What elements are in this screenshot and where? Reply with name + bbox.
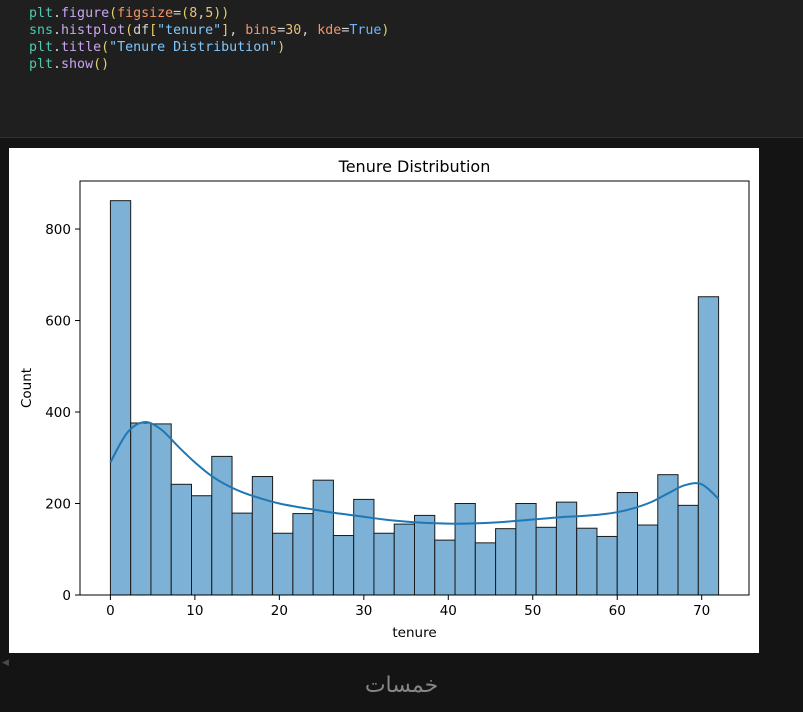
code-token: bins [245,23,278,38]
x-tick-label: 40 [440,603,457,619]
code-token: df [133,23,150,38]
chart-title: Tenure Distribution [338,157,491,176]
plot-output: 0 10 20 30 40 50 60 70 0 200 400 600 800 Tenure Dis… [9,148,759,653]
code-line: plt.show() [29,57,109,72]
x-tick-label: 60 [609,603,626,619]
code-token: True [349,23,382,38]
code-token: title [61,40,102,55]
code-token: figsize [117,6,174,21]
code-token: ) [381,23,390,38]
code-token: , [301,23,318,38]
histogram-bar [251,476,274,596]
kde-curve [109,421,720,525]
histogram-bar [637,524,659,596]
histogram-bar [474,542,497,596]
code-token: histplot [61,23,126,38]
histogram-bar [150,423,172,596]
code-token: plt [29,40,54,55]
histogram-bar [373,532,395,596]
code-token: ( [125,23,134,38]
watermark-logo: خمسات [364,673,439,698]
histogram-bar [312,479,334,596]
code-token: = [341,23,350,38]
code-token: kde [317,23,342,38]
histogram-bar [231,512,253,596]
code-token: 8 [189,6,198,21]
code-line: plt.title("Tenure Distribution") [29,40,285,55]
x-tick-label: 0 [106,603,115,619]
code-token: ) [277,40,286,55]
code-editor[interactable]: plt.figure(figsize=(8,5)) sns.histplot(d… [29,5,389,73]
code-token: = [173,6,182,21]
y-tick-label: 0 [62,588,71,604]
histogram-bar [191,495,213,596]
histogram-bar [414,514,436,596]
code-token: plt [29,6,54,21]
x-tick-label: 20 [271,603,288,619]
histogram-bar [332,535,355,596]
code-token: = [277,23,286,38]
x-axis-ticks: 0 10 20 30 40 50 60 70 [106,595,710,619]
histogram-bar [596,535,618,596]
x-tick-label: 30 [355,603,372,619]
code-token: sns [29,23,54,38]
x-tick-label: 10 [186,603,203,619]
code-token: figure [61,6,110,21]
histogram-bar [454,503,476,596]
y-tick-label: 200 [45,497,71,513]
code-token: "Tenure Distribution" [109,40,278,55]
code-token: 5 [205,6,214,21]
histogram-bar [292,513,314,596]
code-token: show [61,57,94,72]
histogram-bar [697,296,720,596]
code-cell[interactable]: plt.figure(figsize=(8,5)) sns.histplot(d… [0,0,803,138]
histogram-bar [353,498,375,596]
code-token: "tenure" [157,23,222,38]
histogram-bar [677,504,699,596]
code-token: . [53,40,62,55]
histogram-bar [535,526,557,596]
code-token: ( [101,40,110,55]
bars-layer [109,200,720,596]
code-token: ] [221,23,230,38]
histogram-bar [515,503,537,596]
code-line: plt.figure(figsize=(8,5)) [29,6,229,21]
code-line: sns.histplot(df["tenure"], bins=30, kde=… [29,23,389,38]
y-tick-label: 400 [45,405,71,421]
histogram-bar [393,523,415,596]
code-token: , [229,23,246,38]
histogram-bar [109,200,132,596]
code-token: )) [213,6,230,21]
histogram-chart: 0 10 20 30 40 50 60 70 0 200 400 600 800 Tenure Dis… [19,157,750,641]
code-token: () [93,57,110,72]
y-axis-label: Count [19,368,35,408]
histogram-bar [434,539,456,596]
code-token: , [197,6,206,21]
histogram-bar [272,532,294,596]
code-token: [ [149,23,158,38]
code-token: ( [109,6,118,21]
code-token: . [53,57,62,72]
code-token: ( [181,6,190,21]
y-tick-label: 600 [45,314,71,330]
histogram-bar [170,483,193,596]
collapse-output-icon[interactable]: ◀ [2,658,9,668]
code-token: . [53,6,62,21]
x-axis-label: tenure [392,625,436,641]
code-token: 30 [285,23,302,38]
code-token: plt [29,57,54,72]
y-axis-ticks: 0 200 400 600 800 [45,222,80,604]
x-tick-label: 50 [524,603,541,619]
y-tick-label: 800 [45,222,71,238]
histogram-bar [130,422,152,596]
histogram-bar [576,527,598,596]
code-token: . [53,23,62,38]
histogram-bar [495,528,517,596]
axes-frame [79,180,750,596]
x-tick-label: 70 [693,603,710,619]
